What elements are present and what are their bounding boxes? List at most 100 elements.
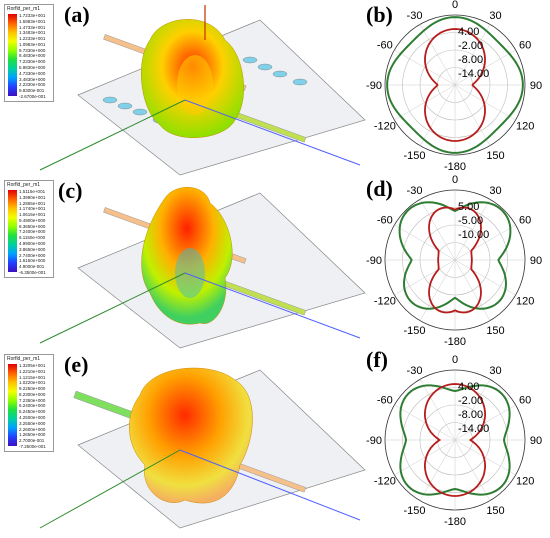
legend-tick-label: 1.4733e+001 bbox=[19, 24, 46, 30]
polar-grid-spoke bbox=[394, 439, 456, 476]
polar-angle-label: 90 bbox=[530, 255, 542, 267]
legend-tick-label: 1.7233e+001 bbox=[19, 13, 46, 18]
legend-tick-label: 2.2330e+000 bbox=[19, 82, 46, 88]
polar-plot-b: 0 30 60 90 120 150 -180 -150 -120 -90 -60 -30 4.00 -2… bbox=[366, 0, 542, 173]
polar-plot-f: 0 30 60 90 120 150 -180 -150 -120 -90 -60 -30 4.00 -2… bbox=[366, 354, 542, 528]
antenna-3d-render-c bbox=[39, 187, 366, 349]
legend-tick-label: 3.8650e+000 bbox=[19, 246, 46, 252]
polar-grid-spoke bbox=[454, 379, 491, 441]
polar-angle-label: -90 bbox=[366, 435, 382, 447]
legend-tick-label: 9.8300e-001 bbox=[19, 88, 45, 94]
legend-tick-label: 1.1215e+001 bbox=[19, 374, 46, 380]
polar-angle-label: -60 bbox=[377, 40, 393, 52]
polar-angle-label: -180 bbox=[444, 161, 466, 173]
polar-radial-label: -2.00 bbox=[458, 395, 483, 407]
polar-radial-label: -14.00 bbox=[458, 68, 489, 80]
panel-label-d: (d) bbox=[366, 176, 393, 201]
legend-tick-label: -7.2500e-001 bbox=[19, 443, 46, 449]
polar-angle-label: -120 bbox=[374, 476, 396, 488]
polar-angle-label: 150 bbox=[486, 150, 504, 162]
polar-grid-spoke bbox=[454, 439, 491, 501]
polar-grid-spoke bbox=[454, 259, 516, 296]
polar-angle-label: 120 bbox=[516, 476, 534, 488]
polar-angle-label: 30 bbox=[489, 365, 501, 377]
polar-grid-spoke bbox=[454, 199, 491, 261]
polar-angle-label: -180 bbox=[444, 336, 466, 348]
polar-radial-label: -2.00 bbox=[458, 40, 483, 52]
legend-tick-label: 4.9000e-001 bbox=[19, 264, 45, 270]
polar-radial-label: -14.00 bbox=[458, 423, 489, 435]
polar-grid-spoke bbox=[394, 224, 456, 261]
legend-tick-label: 1.3205e+001 bbox=[19, 363, 46, 368]
polar-curve-red bbox=[424, 383, 486, 497]
antenna-3d-render-a bbox=[39, 5, 366, 176]
polar-angle-label: 150 bbox=[486, 505, 504, 517]
polar-grid-spoke bbox=[419, 379, 456, 441]
polar-angle-label: 60 bbox=[519, 215, 531, 227]
legend-tick-label: 1.6150e+000 bbox=[19, 258, 46, 264]
legend-tick-label: 7.2330e+000 bbox=[19, 59, 46, 65]
legend-tick-label: 7.2350e+000 bbox=[19, 397, 46, 403]
legend-tick-label: 8.4830e+000 bbox=[19, 53, 46, 59]
legend-title: Rorfld_per_m1 bbox=[7, 6, 41, 12]
polar-angle-label: 60 bbox=[519, 40, 531, 52]
panel-label-f: (f) bbox=[366, 347, 388, 372]
panel-label-e: (e) bbox=[64, 352, 89, 377]
polar-radial-label: -5.00 bbox=[458, 215, 483, 227]
legend-tick-label: 2.2600e+000 bbox=[19, 426, 46, 432]
polar-angle-label: -60 bbox=[377, 395, 393, 407]
polar-angle-label: 0 bbox=[452, 0, 458, 11]
legend-tick-label: 1.2210e+001 bbox=[19, 368, 46, 374]
legend-tick-label: 1.2865e+001 bbox=[19, 200, 46, 206]
color-legend-a: Rorfld_per_m1 1.7233e+001 1.5983e+001 1.47… bbox=[4, 4, 54, 102]
polar-angle-label: -60 bbox=[377, 215, 393, 227]
polar-radial-label: -8.00 bbox=[458, 54, 483, 66]
polar-grid-spoke bbox=[454, 404, 516, 441]
legend-tick-label: 9.7330e+000 bbox=[19, 47, 46, 53]
legend-tick-label: 3.2550e+000 bbox=[19, 420, 46, 426]
polar-curve-red bbox=[428, 206, 482, 314]
polar-angle-label: -150 bbox=[403, 150, 425, 162]
polar-angle-label: -30 bbox=[407, 365, 423, 377]
legend-tick-label: 1.2233e+001 bbox=[19, 36, 46, 42]
legend-tick-label: 8.3650e+000 bbox=[19, 223, 46, 229]
polar-angle-label: 0 bbox=[452, 354, 458, 366]
polar-grid-spoke bbox=[454, 84, 516, 121]
legend-tick-label: 1.5115e+001 bbox=[19, 189, 46, 194]
polar-angle-label: 120 bbox=[516, 296, 534, 308]
legend-tick-label: 2.7000e-001 bbox=[19, 438, 45, 444]
polar-angle-label: 60 bbox=[519, 395, 531, 407]
antenna-3d-render-e bbox=[39, 367, 366, 529]
polar-grid-spoke bbox=[394, 259, 456, 296]
legend-tick-label: 1.5983e+001 bbox=[19, 18, 46, 24]
polar-angle-label: -180 bbox=[444, 516, 466, 528]
legend-tick-label: 1.3990e+001 bbox=[19, 194, 46, 200]
color-scale-bar bbox=[8, 364, 17, 446]
legend-tick-label: 1.3483e+001 bbox=[19, 30, 46, 36]
polar-angle-label: 120 bbox=[516, 121, 534, 133]
polar-grid-spoke bbox=[394, 49, 456, 86]
legend-tick-label: 1.1740e+001 bbox=[19, 206, 46, 212]
legend-tick-label: 1.0983e+001 bbox=[19, 41, 46, 47]
legend-tick-label: 8.2300e+000 bbox=[19, 391, 46, 397]
polar-grid-spoke bbox=[454, 439, 516, 476]
panel-label-a: (a) bbox=[64, 2, 90, 27]
legend-tick-label: 9.4900e+000 bbox=[19, 217, 46, 223]
polar-grid-spoke bbox=[454, 84, 491, 146]
polar-grid-spoke bbox=[419, 24, 456, 86]
polar-grid-spoke bbox=[419, 84, 456, 146]
legend-tick-label: 3.4830e+000 bbox=[19, 76, 46, 82]
polar-angle-label: -150 bbox=[403, 505, 425, 517]
polar-angle-label: 30 bbox=[489, 10, 501, 22]
polar-angle-label: 30 bbox=[489, 185, 501, 197]
polar-curve-green bbox=[399, 384, 511, 496]
polar-grid-spoke bbox=[454, 49, 516, 86]
polar-radial-label: -10.00 bbox=[458, 229, 489, 241]
polar-grid-spoke bbox=[394, 84, 456, 121]
legend-tick-label: 4.7330e+000 bbox=[19, 70, 46, 76]
legend-tick-label: 5.9830e+000 bbox=[19, 65, 46, 71]
polar-angle-label: -120 bbox=[374, 296, 396, 308]
polar-grid-spoke bbox=[419, 259, 456, 321]
polar-grid-spoke bbox=[454, 224, 516, 261]
legend-tick-label: 9.2250e+000 bbox=[19, 386, 46, 392]
